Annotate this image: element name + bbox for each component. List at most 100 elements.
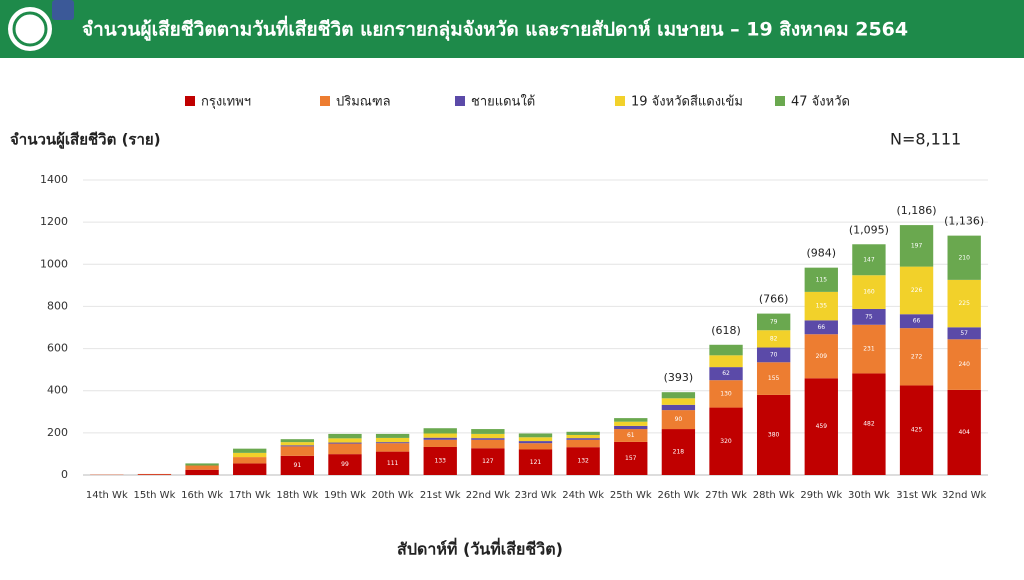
segment-label: 147: [863, 256, 875, 263]
bar-segment: [614, 418, 648, 422]
x-tick-label: 32nd Wk: [942, 490, 986, 501]
x-tick-label: 18th Wk: [276, 490, 318, 501]
bar-segment: [233, 463, 267, 475]
bar-segment: [328, 454, 362, 475]
segment-label: 226: [911, 287, 923, 294]
bar-segment: [947, 339, 981, 390]
x-tick-label: 25th Wk: [610, 490, 652, 501]
legend-label: ชายแดนใต้: [471, 94, 535, 110]
bar-segment: [804, 378, 838, 475]
bar-segment: [375, 437, 410, 443]
segment-label: 272: [911, 353, 923, 360]
bar-segment: [852, 244, 886, 276]
bar-segment: [518, 437, 553, 442]
x-tick-label: 20th Wk: [372, 490, 414, 501]
bar-segment: [375, 442, 410, 444]
bar-segment: [566, 431, 600, 435]
y-axis-label: จำนวนผู้เสียชีวิต (ราย): [10, 131, 161, 150]
total-label: (618): [711, 324, 741, 337]
bar-segment: [375, 433, 410, 438]
bar-segment: [947, 389, 981, 475]
y-tick-label: 0: [61, 468, 68, 481]
bar-segment: [137, 474, 172, 475]
segment-label: 240: [958, 361, 970, 368]
segment-label: 218: [673, 449, 685, 456]
segment-label: 115: [816, 276, 828, 283]
x-tick-label: 22nd Wk: [466, 490, 510, 501]
segment-label: 70: [770, 351, 778, 358]
bar-segment: [947, 279, 981, 328]
bar-segment: [375, 443, 410, 452]
segment-label: 210: [958, 254, 970, 261]
bar-segment: [471, 429, 505, 434]
bar-segment: [185, 463, 219, 466]
bar-segment: [852, 275, 886, 309]
bar-segment: [423, 428, 457, 434]
bar-segment: [518, 449, 553, 475]
x-tick-label: 26th Wk: [657, 490, 699, 501]
bar-segment: [899, 266, 934, 315]
bar-segment: [471, 438, 505, 440]
legend-label: 47 จังหวัด: [791, 95, 850, 110]
segment-label: 90: [675, 416, 683, 423]
bar-segment: [709, 367, 743, 381]
bar-segment: [756, 347, 791, 363]
x-tick-label: 24th Wk: [562, 490, 604, 501]
chart-title: จำนวนผู้เสียชีวิตตามวันที่เสียชีวิต แยกร…: [82, 16, 908, 42]
bar-segment: [280, 446, 315, 456]
bar-segment: [423, 437, 457, 440]
bar-segment: [661, 392, 696, 399]
x-tick-label: 17th Wk: [229, 490, 271, 501]
bar-segment: [471, 433, 505, 439]
segment-label: 57: [960, 330, 968, 337]
legend-label: กรุงเทพฯ: [201, 95, 251, 110]
segment-label: 82: [770, 335, 778, 342]
bar-segment: [280, 455, 315, 475]
segment-label: 61: [627, 432, 635, 439]
segment-label: 209: [816, 353, 828, 360]
bar-segment: [709, 355, 743, 368]
bar-segment: [328, 442, 362, 444]
total-label: (1,186): [897, 204, 937, 217]
total-label: (393): [664, 371, 694, 384]
legend-swatch: [320, 96, 330, 106]
x-tick-label: 30th Wk: [848, 490, 890, 501]
bar-segment: [614, 429, 648, 442]
segment-label: 132: [577, 458, 589, 465]
segment-label: 111: [387, 460, 399, 467]
bar-segment: [471, 448, 505, 475]
segment-label: 155: [768, 375, 780, 382]
x-axis-label: สัปดาห์ที่ (วันที่เสียชีวิต): [397, 538, 563, 559]
bar-segment: [566, 434, 600, 439]
bar-segment: [709, 344, 743, 356]
bar-segment: [328, 433, 362, 439]
total-label: (1,136): [944, 215, 984, 228]
bar-segment: [804, 320, 838, 335]
x-tick-label: 21st Wk: [420, 490, 461, 501]
bar-segment: [947, 235, 981, 280]
bar-segment: [471, 439, 505, 449]
bar-segment: [709, 407, 743, 475]
segment-label: 79: [770, 318, 778, 325]
legend-swatch: [775, 96, 785, 106]
bar-segment: [804, 334, 838, 379]
segment-label: 320: [720, 438, 732, 445]
segment-label: 133: [435, 457, 447, 464]
facebook-icon[interactable]: [52, 0, 74, 20]
segment-label: 425: [911, 427, 923, 434]
bar-segment: [899, 328, 934, 386]
x-tick-label: 28th Wk: [753, 490, 795, 501]
x-tick-label: 14th Wk: [86, 490, 128, 501]
bar-segment: [661, 429, 696, 475]
bar-segment: [518, 441, 553, 444]
segment-label: 130: [720, 390, 732, 397]
bar-segment: [756, 313, 791, 331]
y-tick-label: 1000: [40, 257, 68, 270]
y-tick-label: 600: [47, 342, 68, 355]
segment-label: 75: [865, 313, 873, 320]
x-tick-label: 23rd Wk: [515, 490, 557, 501]
segment-label: 482: [863, 421, 875, 428]
y-tick-label: 200: [47, 426, 68, 439]
bar-segment: [661, 410, 696, 430]
segment-label: 459: [816, 423, 828, 430]
